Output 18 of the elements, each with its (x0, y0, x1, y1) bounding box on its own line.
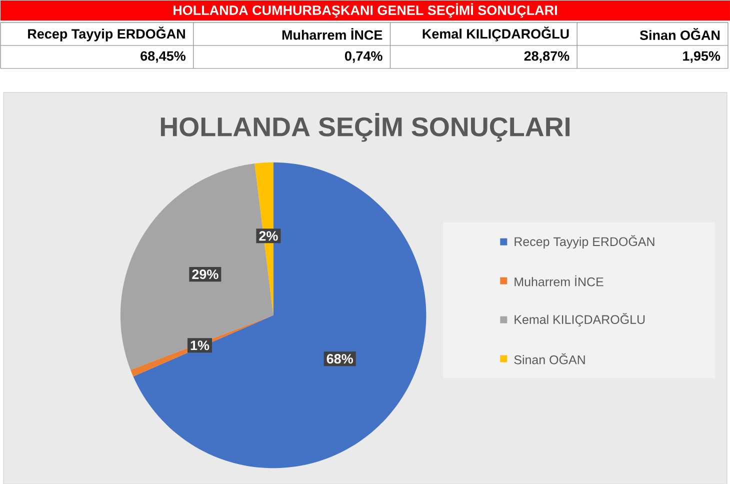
legend-label: Muharrem İNCE (514, 275, 604, 286)
text: 28,87% (524, 51, 570, 63)
data-label: 68% (326, 354, 353, 364)
category-label: Sinan OĞAN (640, 28, 720, 40)
text: 68,45% (140, 51, 186, 63)
legend-label: Recep Tayyip ERDOĞAN (514, 234, 654, 248)
text: HOLLANDA CUMHURBAŞKANI GENEL SEÇİMİ SONUÇLARI (174, 3, 557, 18)
legend-label: Kemal KILIÇDAROĞLU (514, 312, 645, 326)
text: 0,74% (344, 51, 382, 63)
category-label: Recep Tayyip ERDOĞAN (28, 26, 185, 42)
category-label: Kemal KILIÇDAROĞLU (422, 26, 569, 42)
chart-title: HOLLANDA SEÇİM SONUÇLARI (160, 112, 570, 142)
legend-label: Sinan OĞAN (514, 353, 585, 364)
category-label: Muharrem İNCE (282, 28, 382, 40)
data-label: 2% (259, 230, 278, 241)
data-label: 29% (192, 269, 218, 279)
text: 1,95% (683, 51, 720, 63)
data-label: 1% (190, 340, 210, 350)
